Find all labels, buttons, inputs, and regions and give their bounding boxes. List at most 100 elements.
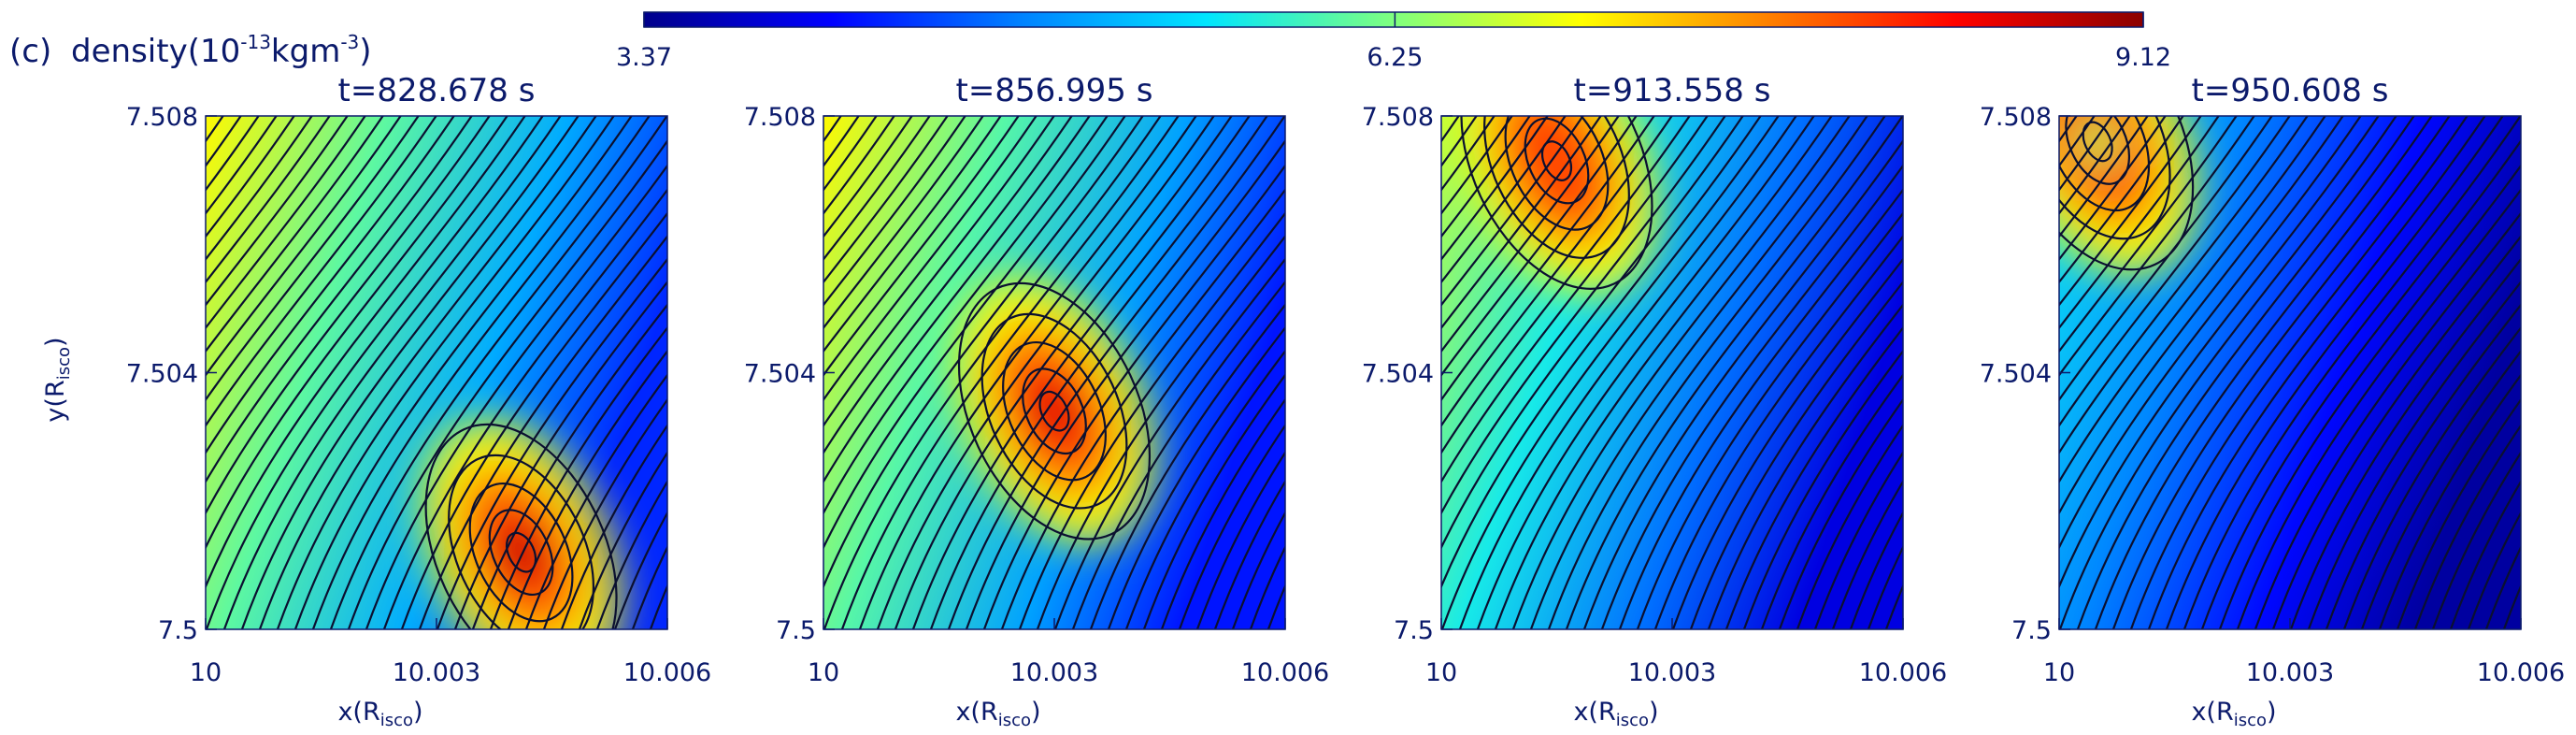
contour-line [2533,97,2576,648]
contour-line [823,116,1126,551]
contour-line [1441,116,1549,262]
contour-loop [957,281,1152,540]
contour-line [858,116,1197,629]
contour-line [2059,116,2255,377]
contour-loop [468,482,574,623]
contour-line [2325,303,2521,629]
contour-line [2059,116,2326,484]
contour-line [823,116,984,330]
contour-line [206,116,331,284]
contour-line [1441,116,1780,629]
contour-line [258,116,597,629]
contour-line [2165,116,2504,629]
contour-loop [1504,116,1610,231]
contour-loop [2059,116,2195,271]
contour-line [1547,116,1886,629]
y-axis-label: y(Risco) [41,337,74,422]
contour-line [1831,479,1903,629]
contour-line [206,116,437,428]
contour-line [2094,116,2433,629]
closed-contours [424,423,618,629]
contour-loop [1038,390,1070,432]
contour-line [1742,349,1903,629]
closed-contours [2059,116,2195,271]
x-tick-label: 10 [190,658,222,687]
contour-line [206,116,526,590]
contour-line [965,138,1285,629]
y-tick-label: 7.5 [2011,616,2052,645]
y-tick-label: 7.504 [126,360,198,389]
contour-line [206,116,473,484]
contour-line [1458,116,1797,629]
x-axis-label: x(Risco) [2191,698,2276,730]
contour-line [2307,280,2521,629]
contour-line [222,116,562,629]
x-tick-label: 10.006 [2477,658,2565,687]
contour-line [206,116,384,353]
colorbar-tick-label: 6.25 [1367,43,1423,72]
y-tick-label: 7.508 [1362,103,1434,132]
contour-line [2182,116,2521,629]
y-tick-label: 7.5 [776,616,816,645]
contour-line [823,116,1038,402]
contour-line [1760,373,1903,629]
contour-line [2059,116,2362,551]
x-axis-label: x(Risco) [955,698,1040,730]
contour-line [823,116,1002,353]
contour-line [2059,116,2220,330]
quantity-exponent: -13 [240,31,271,53]
contour-line [823,116,895,215]
contour-line [1160,397,1285,629]
contour-line [595,479,667,629]
contour-loop [980,312,1128,510]
contour-line [206,116,260,192]
contour-line [206,116,224,143]
density-panel-1: t=828.678 s 10 10.003 10.006 7.5 7.504 7.508 x(… [126,72,712,730]
x-tick-label: 10.003 [1010,658,1098,687]
magnetic-contours [206,116,667,629]
contour-line [823,116,1055,428]
contour-line [206,116,366,330]
contour-line [2236,188,2521,629]
contour-line [1441,116,1620,353]
contour-line [911,116,1251,629]
contour-line [524,373,667,629]
contour-line [1441,116,1584,307]
contour-line [982,164,1285,629]
contour-loop [448,454,595,629]
contour-line [400,211,667,629]
closed-contours [1460,116,1653,290]
contour-line [876,116,1215,629]
panel-title: t=856.995 s [956,72,1153,109]
contour-line [2059,116,2291,428]
contour-line [1529,116,1868,629]
contour-line [2289,257,2521,629]
contour-line [1796,424,1903,629]
contour-line [2520,628,2521,629]
contour-line [2059,116,2184,284]
contour-line [1618,188,1903,629]
contour-line [206,116,455,455]
x-tick-label: 10.006 [623,658,711,687]
contour-line [2271,235,2521,629]
contour-line [436,257,667,629]
contour-line [2111,116,2451,629]
magnetic-contours [823,116,1285,629]
contour-line [947,116,1285,629]
contour-line [1441,116,1531,238]
contour-line [1724,325,1903,629]
contour-line [1441,116,1744,551]
contour-line [1636,211,1903,629]
contour-line [1178,424,1285,629]
contour-line [206,116,313,262]
density-panel-3: t=913.558 s 10 10.003 10.006 7.5 7.504 7.508 x(… [1362,72,1948,730]
contour-line [1249,545,1285,629]
density-peak [1458,116,1655,294]
closed-contours [957,281,1152,540]
contour-line [453,280,667,629]
contour-line [1441,116,1655,402]
contour-line [1867,545,1903,629]
contour-line [2129,116,2469,629]
x-tick-label: 10 [2043,658,2075,687]
contour-line [1018,211,1285,629]
